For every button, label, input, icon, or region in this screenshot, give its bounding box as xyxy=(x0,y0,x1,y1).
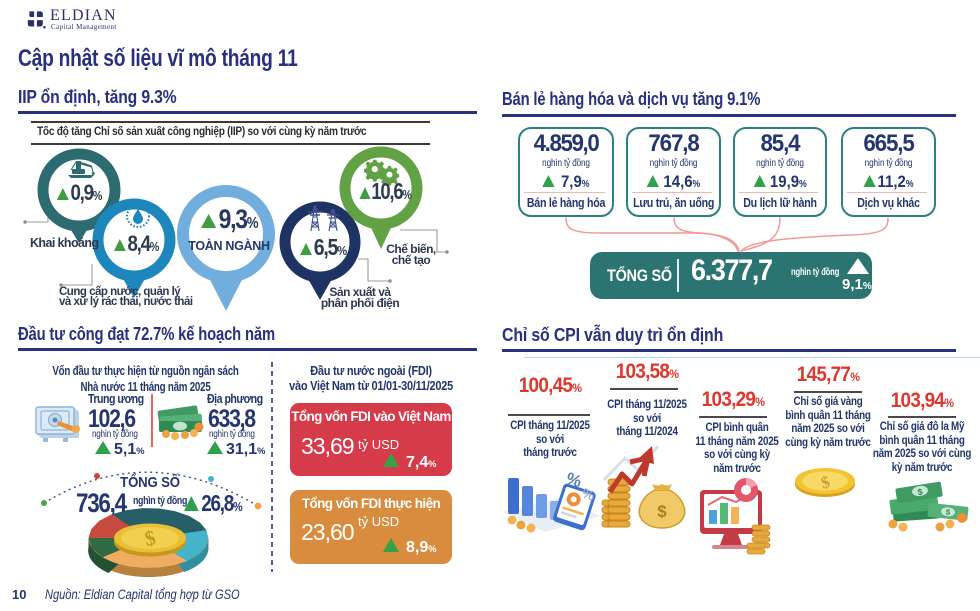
svg-text:$: $ xyxy=(945,508,951,517)
svg-text:%: % xyxy=(564,469,584,492)
svg-text:%: % xyxy=(580,485,597,504)
svg-text:$: $ xyxy=(142,525,157,551)
svg-text:$: $ xyxy=(917,487,924,498)
svg-text:$: $ xyxy=(657,502,667,521)
